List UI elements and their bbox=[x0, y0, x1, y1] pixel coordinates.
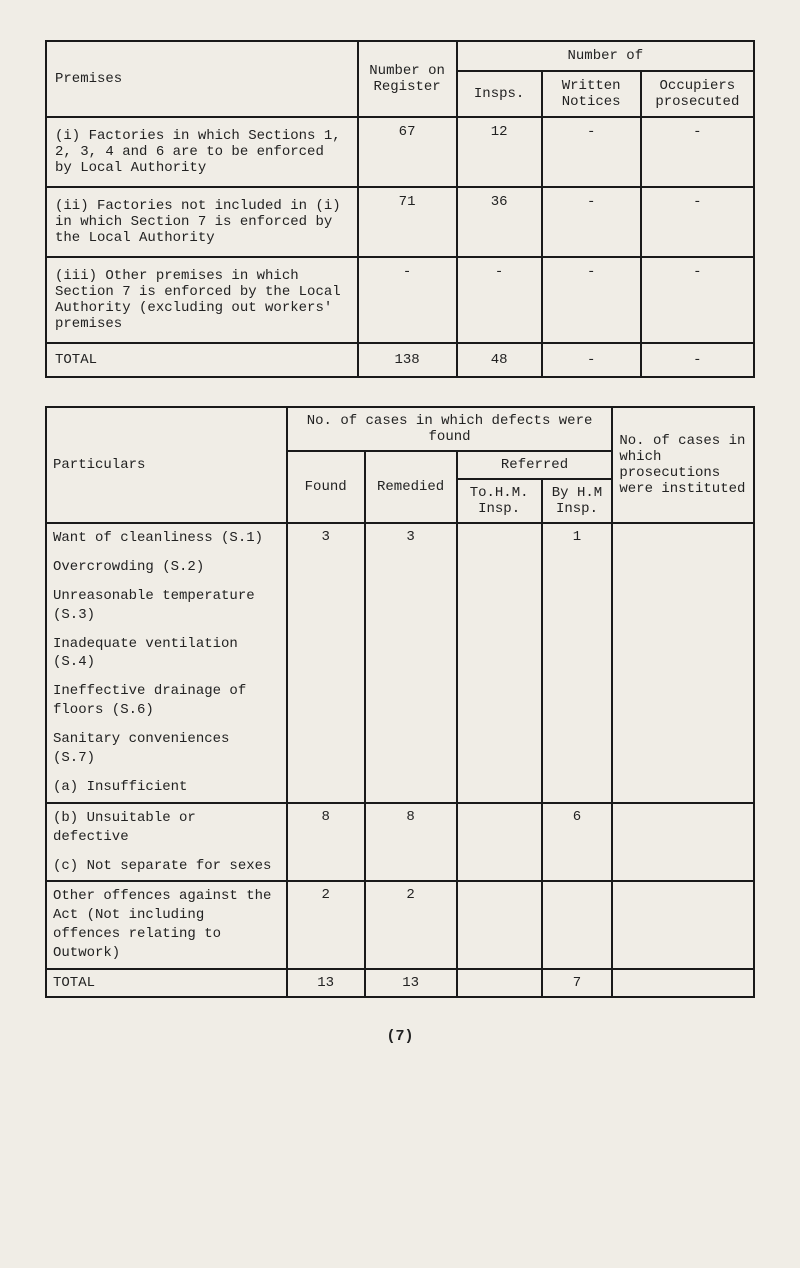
found-header: Found bbox=[287, 451, 365, 523]
total-reg: 138 bbox=[358, 343, 457, 377]
premises-label: (iii) Other premises in which Section 7 … bbox=[46, 257, 358, 343]
tohm-value bbox=[457, 523, 542, 803]
particular-item: Unreasonable temperature (S.3) bbox=[46, 582, 287, 630]
premises-label: (ii) Factories not included in (i) in wh… bbox=[46, 187, 358, 257]
remedied-value: 2 bbox=[365, 881, 457, 969]
total-occup: - bbox=[641, 343, 754, 377]
occup-value: - bbox=[641, 117, 754, 187]
byhm-value: 6 bbox=[542, 803, 613, 882]
table-row: (b) Unsuitable or defective 8 8 6 bbox=[46, 803, 754, 852]
nocases-value bbox=[612, 523, 754, 803]
table-row: (ii) Factories not included in (i) in wh… bbox=[46, 187, 754, 257]
remedied-header: Remedied bbox=[365, 451, 457, 523]
total-nocases bbox=[612, 969, 754, 997]
total-row: TOTAL 13 13 7 bbox=[46, 969, 754, 997]
written-value: - bbox=[542, 117, 641, 187]
byhm-value bbox=[542, 881, 613, 969]
total-row: TOTAL 138 48 - - bbox=[46, 343, 754, 377]
written-value: - bbox=[542, 257, 641, 343]
insps-value: - bbox=[457, 257, 542, 343]
nocases-value bbox=[612, 803, 754, 882]
nocases-header: No. of cases in which prosecutions were … bbox=[612, 407, 754, 523]
written-notices-header: Written Notices bbox=[542, 71, 641, 117]
occup-value: - bbox=[641, 187, 754, 257]
total-insps: 48 bbox=[457, 343, 542, 377]
insps-header: Insps. bbox=[457, 71, 542, 117]
remedied-value: 8 bbox=[365, 803, 457, 882]
particular-item: Other offences against the Act (Not incl… bbox=[46, 881, 287, 969]
particular-item: Ineffective drainage of floors (S.6) bbox=[46, 677, 287, 725]
particular-item: (c) Not separate for sexes bbox=[46, 852, 287, 882]
insps-value: 36 bbox=[457, 187, 542, 257]
nocases-value bbox=[612, 881, 754, 969]
particular-item: Inadequate ventilation (S.4) bbox=[46, 630, 287, 678]
written-value: - bbox=[542, 187, 641, 257]
tohm-value bbox=[457, 803, 542, 882]
reg-value: 67 bbox=[358, 117, 457, 187]
particular-item: Overcrowding (S.2) bbox=[46, 553, 287, 582]
found-value: 2 bbox=[287, 881, 365, 969]
particular-item: Want of cleanliness (S.1) bbox=[46, 523, 287, 553]
tohm-header: To.H.M. Insp. bbox=[457, 479, 542, 523]
particulars-table: Particulars No. of cases in which defect… bbox=[45, 406, 755, 998]
total-written: - bbox=[542, 343, 641, 377]
table-row: Other offences against the Act (Not incl… bbox=[46, 881, 754, 969]
insps-value: 12 bbox=[457, 117, 542, 187]
particular-item: Sanitary conveniences (S.7) bbox=[46, 725, 287, 773]
particulars-header: Particulars bbox=[46, 407, 287, 523]
total-remedied: 13 bbox=[365, 969, 457, 997]
premises-header: Premises bbox=[46, 41, 358, 117]
reg-value: - bbox=[358, 257, 457, 343]
table-row: (i) Factories in which Sections 1, 2, 3,… bbox=[46, 117, 754, 187]
number-on-register-header: Number on Register bbox=[358, 41, 457, 117]
reg-value: 71 bbox=[358, 187, 457, 257]
occup-value: - bbox=[641, 257, 754, 343]
remedied-value: 3 bbox=[365, 523, 457, 803]
occupiers-header: Occupiers prosecuted bbox=[641, 71, 754, 117]
found-value: 3 bbox=[287, 523, 365, 803]
total-label: TOTAL bbox=[46, 969, 287, 997]
byhm-header: By H.M Insp. bbox=[542, 479, 613, 523]
total-label: TOTAL bbox=[46, 343, 358, 377]
table-row: (iii) Other premises in which Section 7 … bbox=[46, 257, 754, 343]
tohm-value bbox=[457, 881, 542, 969]
byhm-value: 1 bbox=[542, 523, 613, 803]
referred-header: Referred bbox=[457, 451, 613, 479]
premises-label: (i) Factories in which Sections 1, 2, 3,… bbox=[46, 117, 358, 187]
number-of-header: Number of bbox=[457, 41, 754, 71]
cases-found-header: No. of cases in which defects were found bbox=[287, 407, 613, 451]
particular-item: (b) Unsuitable or defective bbox=[46, 803, 287, 852]
page-number: (7) bbox=[45, 1028, 755, 1045]
total-byhm: 7 bbox=[542, 969, 613, 997]
table-row: Want of cleanliness (S.1) 3 3 1 bbox=[46, 523, 754, 553]
total-found: 13 bbox=[287, 969, 365, 997]
premises-table: Premises Number on Register Number of In… bbox=[45, 40, 755, 378]
particular-item: (a) Insufficient bbox=[46, 773, 287, 803]
found-value: 8 bbox=[287, 803, 365, 882]
total-tohm bbox=[457, 969, 542, 997]
